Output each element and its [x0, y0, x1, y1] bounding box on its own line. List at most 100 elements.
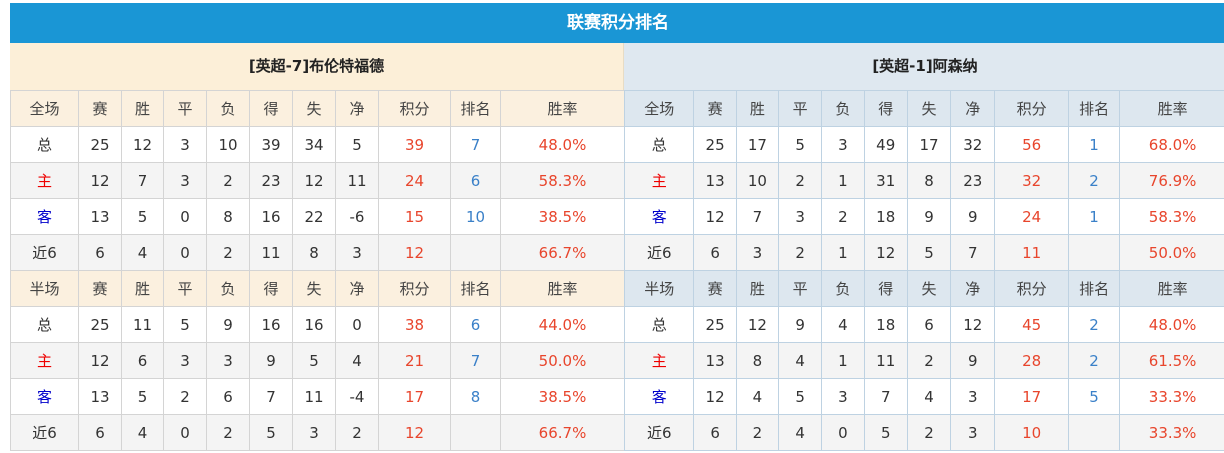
stat-cell: 5 [249, 414, 293, 451]
row-label: 近6 [623, 414, 695, 451]
stat-cell: 5 [335, 126, 379, 163]
stat-cell: 11 [292, 378, 336, 415]
stat-cell: 2 [163, 378, 207, 415]
column-header: 胜率 [500, 270, 625, 307]
stat-cell: 2 [778, 234, 823, 271]
stat-cell: 2 [206, 162, 250, 199]
stat-cell: 3 [950, 414, 996, 451]
stat-cell: 4 [335, 342, 379, 379]
stat-cell: 2 [335, 414, 379, 451]
stat-cell: 4 [735, 378, 780, 415]
stat-cell: 8 [206, 198, 250, 235]
stat-cell: 6 [206, 378, 250, 415]
stat-cell: 21 [378, 342, 451, 379]
stat-cell: 6 [78, 414, 122, 451]
stat-cell: 7 [249, 378, 293, 415]
stat-cell: 12 [693, 378, 737, 415]
stat-cell: 0 [821, 414, 865, 451]
stat-cell: 58.3% [500, 162, 625, 199]
stat-cell: 6 [78, 234, 122, 271]
stat-cell: 15 [378, 198, 451, 235]
table-row: 主 13 8 4 1 11 2 9 28 2 61.5% [623, 342, 1224, 379]
column-header: 赛 [693, 90, 737, 127]
column-header: 净 [950, 90, 996, 127]
stat-cell: 5 [863, 414, 908, 451]
column-header: 平 [163, 90, 207, 127]
column-header: 失 [292, 90, 336, 127]
header-row: 全场赛胜平负得失净积分 排名 胜率 [10, 90, 625, 127]
stat-cell: 11 [994, 234, 1069, 271]
stat-cell: 17 [378, 378, 451, 415]
row-label: 总 [10, 126, 79, 163]
column-header: 得 [863, 270, 908, 307]
stat-cell [1067, 234, 1121, 271]
column-header: 负 [206, 270, 250, 307]
stat-cell: 17 [906, 126, 952, 163]
stat-cell: 44.0% [500, 306, 625, 343]
team-name: [英超-7]布伦特福德 [10, 43, 624, 90]
row-label: 主 [10, 342, 79, 379]
stat-cell: -6 [335, 198, 379, 235]
column-header: 排名 [450, 90, 501, 127]
row-label: 主 [10, 162, 79, 199]
stat-cell: 1 [1067, 126, 1121, 163]
stat-cell: 10 [450, 198, 501, 235]
standings-panel: 联赛积分排名 [英超-7]布伦特福德 全场赛胜平负得失净积分 排名 胜率总 25 12 3… [10, 3, 1224, 451]
column-header: 胜 [121, 270, 164, 307]
stat-cell: 38.5% [500, 378, 625, 415]
table-row: 客 13 5 0 8 16 22 -6 15 10 38.5% [10, 198, 625, 235]
stat-cell: 2 [1067, 162, 1121, 199]
stat-cell: 50.0% [1119, 234, 1224, 271]
stat-cell: 12 [121, 126, 164, 163]
column-header: 胜 [121, 90, 164, 127]
stat-cell: 6 [906, 306, 952, 343]
stat-cell: 6 [693, 414, 737, 451]
stat-cell: 33.3% [1119, 378, 1224, 415]
column-header: 排名 [450, 270, 501, 307]
column-header: 赛 [693, 270, 737, 307]
stat-cell: 11 [249, 234, 293, 271]
stat-cell: 5 [778, 378, 823, 415]
stat-cell: 48.0% [1119, 306, 1224, 343]
stat-cell: 10 [735, 162, 780, 199]
stat-cell: 9 [906, 198, 952, 235]
stat-cell: 17 [735, 126, 780, 163]
stat-cell: 2 [906, 342, 952, 379]
stat-cell: 7 [450, 342, 501, 379]
stat-cell: 0 [163, 198, 207, 235]
stat-cell: 4 [121, 414, 164, 451]
stat-cell: 12 [292, 162, 336, 199]
header-row: 全场赛胜平负得失净积分 排名 胜率 [623, 90, 1224, 127]
stat-cell: 32 [994, 162, 1069, 199]
stat-cell: 58.3% [1119, 198, 1224, 235]
column-header: 积分 [994, 90, 1069, 127]
stat-cell: 7 [121, 162, 164, 199]
column-header: 胜 [735, 90, 780, 127]
stat-cell: 3 [292, 414, 336, 451]
stat-cell: 25 [78, 306, 122, 343]
column-header: 积分 [378, 270, 451, 307]
stat-cell: 25 [78, 126, 122, 163]
column-header: 得 [249, 270, 293, 307]
stat-cell: 25 [693, 126, 737, 163]
column-header: 得 [249, 90, 293, 127]
column-header: 排名 [1067, 270, 1121, 307]
row-label: 客 [623, 198, 695, 235]
column-header: 半场 [10, 270, 79, 307]
table-row: 主 12 7 3 2 23 12 11 24 6 58.3% [10, 162, 625, 199]
stat-cell: 6 [450, 162, 501, 199]
table-row: 主 13 10 2 1 31 8 23 32 2 76.9% [623, 162, 1224, 199]
stat-cell: 3 [778, 198, 823, 235]
column-header: 赛 [78, 90, 122, 127]
column-header: 得 [863, 90, 908, 127]
stat-cell: 12 [78, 162, 122, 199]
stat-cell: 24 [378, 162, 451, 199]
table-row: 客 12 7 3 2 18 9 9 24 1 58.3% [623, 198, 1224, 235]
stat-cell [1067, 414, 1121, 451]
stat-cell: 1 [821, 342, 865, 379]
stat-cell: 0 [163, 234, 207, 271]
stat-cell: 9 [249, 342, 293, 379]
standings-table: 全场赛胜平负得失净积分 排名 胜率总 25 12 3 10 39 34 5 39 7 48.0% 主 12 7… [10, 90, 625, 451]
stat-cell: 17 [994, 378, 1069, 415]
stat-cell: 12 [378, 234, 451, 271]
